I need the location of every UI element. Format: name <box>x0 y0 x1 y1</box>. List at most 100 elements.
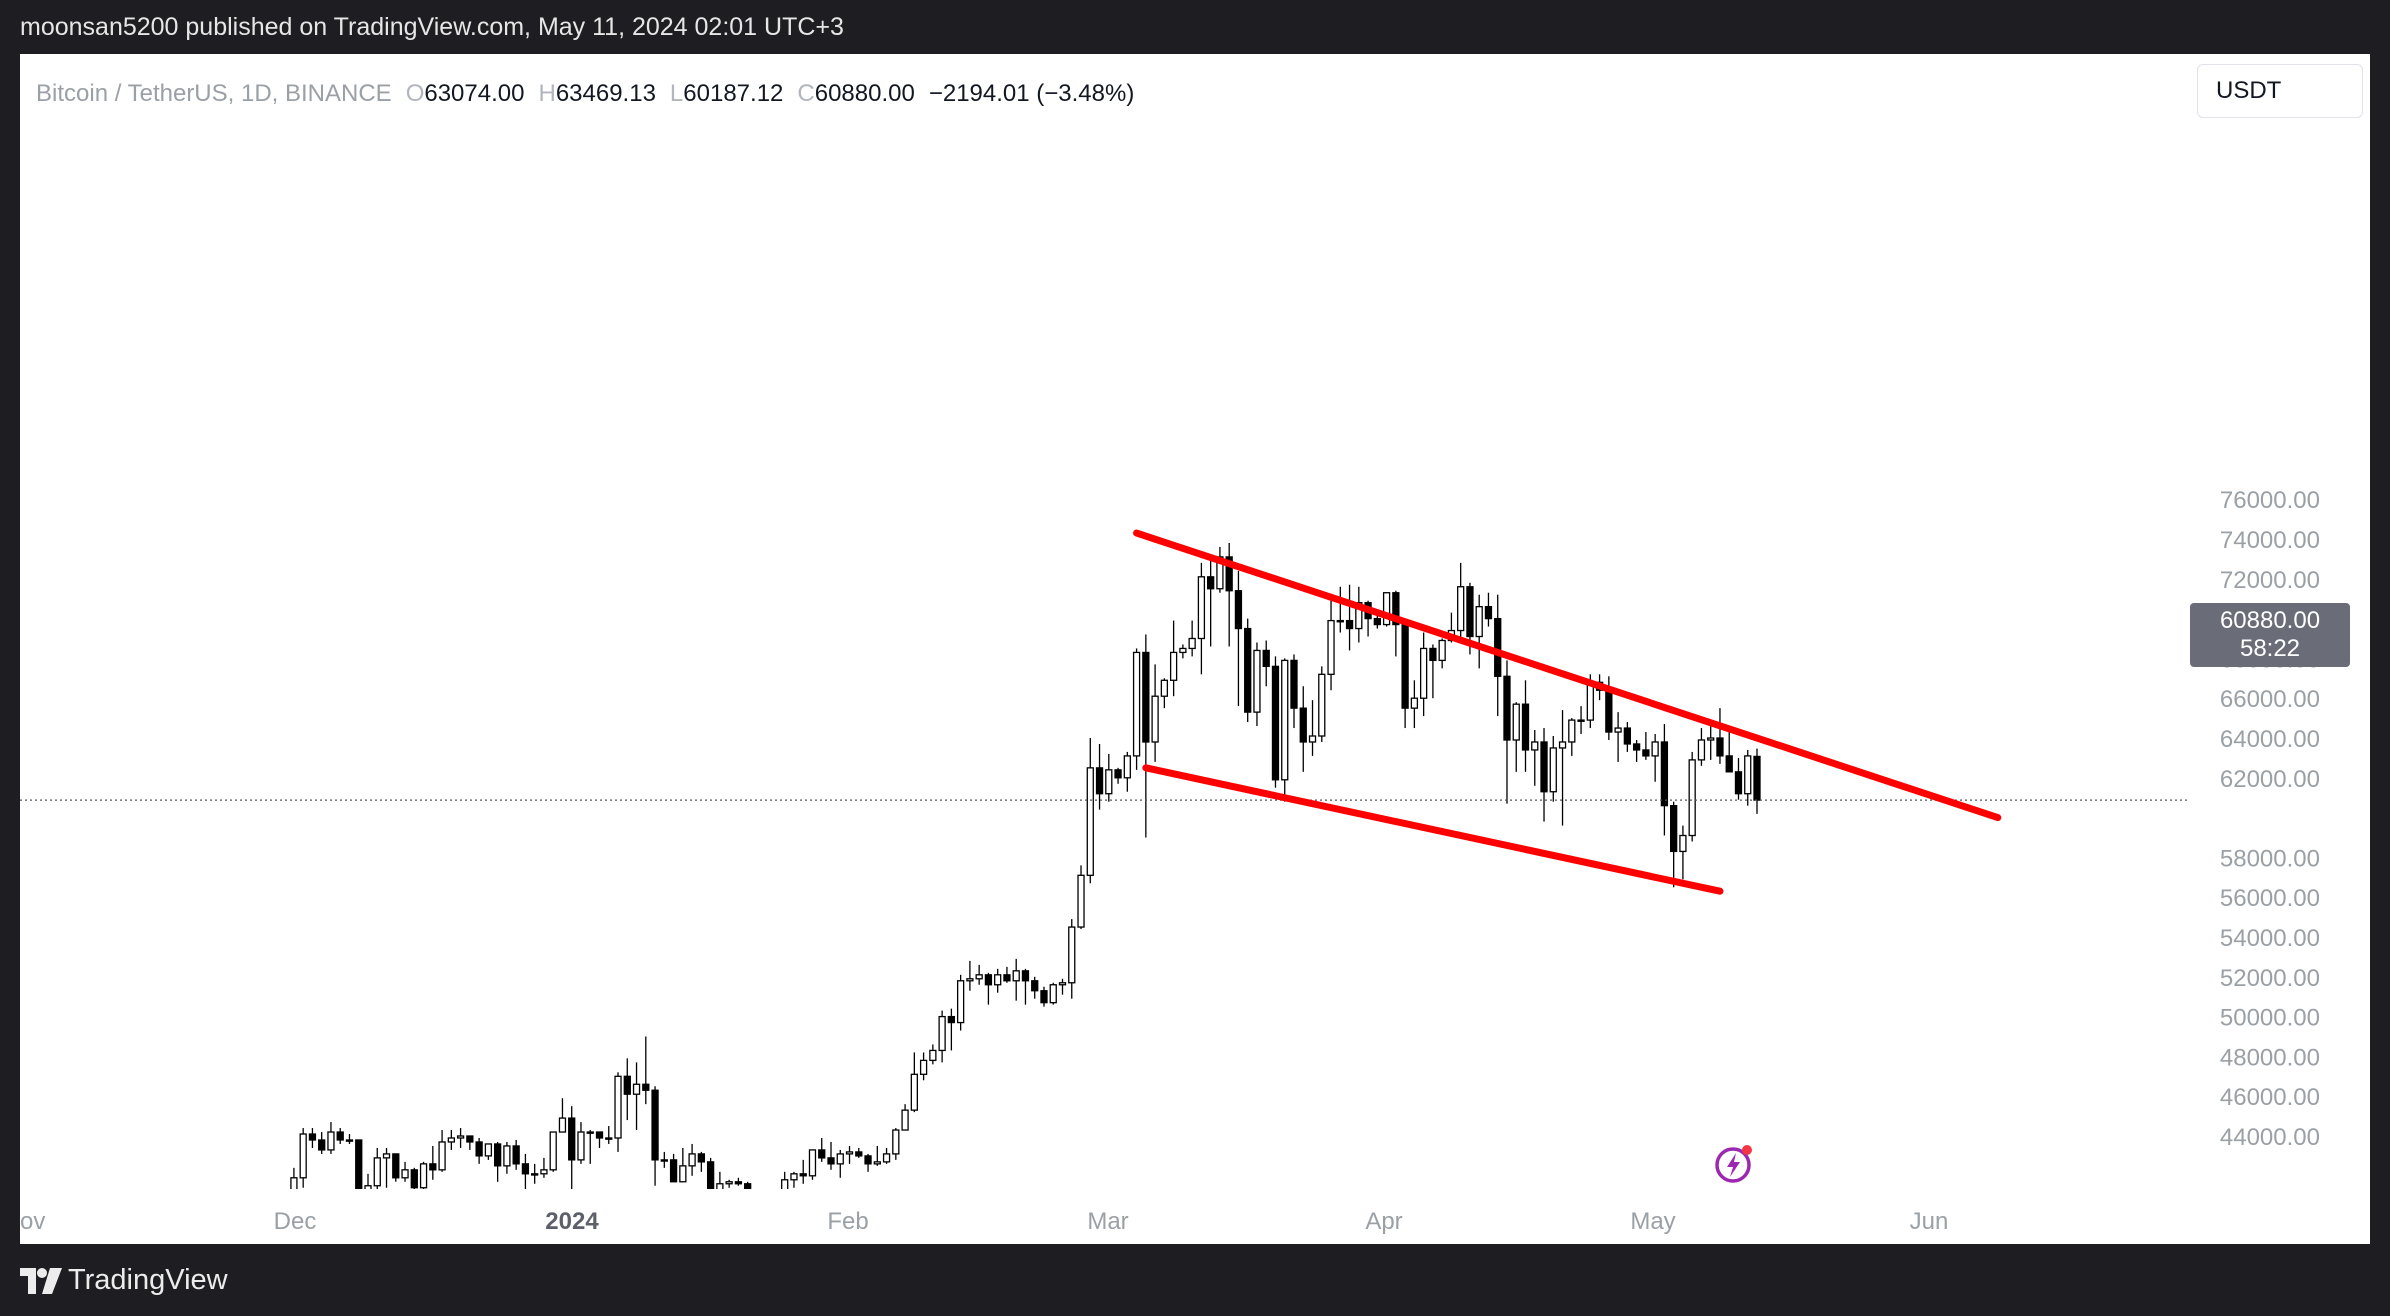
candle-2024-03-08 <box>1169 620 1178 697</box>
candle-2024-02-03 <box>855 1147 863 1158</box>
candle-2024-04-08 <box>1457 562 1465 637</box>
tradingview-brand[interactable]: TradingView <box>68 1264 228 1296</box>
candle-2024-04-15 <box>1521 680 1530 772</box>
trendline-upper <box>1133 529 2002 822</box>
last-price-value: 60880.00 <box>2219 607 2321 634</box>
candle-2024-01-11 <box>642 1036 650 1105</box>
candle-2024-02-26 <box>1068 919 1076 999</box>
ohlc-legend: Bitcoin / TetherUS, 1D, BINANCE O63074.00… <box>36 74 1134 114</box>
candle-2024-03-01 <box>1105 753 1113 802</box>
candle-2023-12-18 <box>419 1161 428 1189</box>
candle-2023-12-23 <box>466 1135 474 1150</box>
candle-2024-03-22 <box>1299 686 1307 772</box>
high-value: 63469.13 <box>555 80 656 107</box>
candle-2024-04-27 <box>1632 739 1641 762</box>
candle-2024-01-29 <box>808 1149 817 1180</box>
x-tick-label: May <box>1630 1208 1675 1235</box>
y-tick-label: 50000.00 <box>2220 1005 2320 1032</box>
low-value: 60187.12 <box>683 80 784 107</box>
publisher-bar: moonsan5200 published on TradingView.com… <box>0 0 2390 54</box>
y-tick-label: 48000.00 <box>2220 1044 2320 1071</box>
candle-2024-03-03 <box>1123 751 1131 792</box>
candle-2024-03-02 <box>1114 767 1122 784</box>
candle-2024-03-19 <box>1271 656 1280 788</box>
candle-2024-01-22 <box>744 1181 752 1189</box>
candle-2024-03-23 <box>1308 700 1317 756</box>
candle-2024-02-27 <box>1077 865 1085 930</box>
candle-2024-04-05 <box>1429 644 1437 699</box>
candle-2024-04-19 <box>1558 710 1567 826</box>
candle-2023-12-13 <box>373 1147 381 1189</box>
candle-2024-04-20 <box>1568 718 1576 756</box>
candle-2024-03-17 <box>1253 642 1261 727</box>
candle-2024-03-11 <box>1197 562 1206 675</box>
candle-2024-03-28 <box>1355 586 1363 643</box>
candle-2024-02-24 <box>1049 982 1057 1005</box>
candle-2024-02-19 <box>1003 966 1011 983</box>
candle-2024-04-18 <box>1549 736 1557 802</box>
candle-2024-04-01 <box>1392 590 1400 657</box>
candle-2023-12-24 <box>475 1137 483 1164</box>
candle-2024-02-09 <box>910 1052 918 1113</box>
candle-2024-02-23 <box>1040 986 1048 1007</box>
candle-2023-12-08 <box>327 1122 335 1154</box>
candle-2024-02-16 <box>975 964 983 985</box>
candle-2024-03-20 <box>1281 658 1289 802</box>
currency-button[interactable]: USDT <box>2197 64 2363 118</box>
candle-2023-12-27 <box>503 1141 511 1174</box>
candle-2024-03-12 <box>1207 558 1215 647</box>
candle-2024-05-10 <box>1753 748 1761 814</box>
y-tick-label: 58000.00 <box>2220 845 2320 872</box>
candle-2024-05-04 <box>1697 728 1706 766</box>
candle-2023-12-31 <box>540 1157 548 1178</box>
candle-2024-02-06 <box>882 1147 891 1164</box>
candle-2024-01-31 <box>827 1141 835 1170</box>
candle-2024-03-09 <box>1179 644 1187 659</box>
candle-2024-03-24 <box>1318 666 1326 742</box>
candle-2024-05-02 <box>1679 825 1687 880</box>
candle-2023-12-16 <box>401 1161 409 1182</box>
tradingview-logo-icon[interactable] <box>20 1268 62 1294</box>
candle-2024-02-18 <box>994 968 1002 993</box>
candle-2024-02-15 <box>966 960 974 991</box>
candle-2024-02-12 <box>938 1010 946 1063</box>
candle-2024-01-23 <box>754 1214 760 1244</box>
candle-2024-03-13 <box>1216 546 1224 593</box>
candlestick-chart[interactable]: 44000.00 46000.00 48000.00 50000.00 52000.00… <box>20 54 2370 1244</box>
candle-2024-02-05 <box>873 1145 881 1166</box>
candle-2024-01-24 <box>763 1206 769 1226</box>
candles-layer <box>263 542 1761 1245</box>
candle-2023-12-01 <box>263 1236 269 1245</box>
chart-frame[interactable]: 44000.00 46000.00 48000.00 50000.00 52000.00… <box>20 54 2370 1244</box>
candle-2024-01-20 <box>725 1179 733 1188</box>
x-tick-label: Mar <box>1087 1208 1128 1235</box>
candle-2023-12-12 <box>364 1173 372 1189</box>
candle-2024-02-29 <box>1095 743 1104 810</box>
candle-2023-12-21 <box>447 1130 455 1150</box>
candle-2024-01-06 <box>595 1131 604 1148</box>
candle-2024-03-27 <box>1345 584 1354 651</box>
y-tick-label: 74000.00 <box>2220 527 2320 554</box>
candle-2024-03-16 <box>1244 618 1252 723</box>
x-tick-label: Apr <box>1365 1208 1402 1235</box>
y-tick-label: 76000.00 <box>2220 487 2320 514</box>
close-key: C <box>797 80 815 107</box>
candle-2024-04-29 <box>1651 734 1659 782</box>
candle-2024-04-06 <box>1438 638 1446 669</box>
candle-2023-12-14 <box>382 1147 391 1188</box>
candle-2024-04-25 <box>1614 712 1622 762</box>
candle-2023-12-10 <box>345 1134 354 1144</box>
candle-2024-03-06 <box>1151 664 1159 762</box>
candle-2024-05-01 <box>1670 801 1678 888</box>
candle-2024-04-21 <box>1577 706 1585 735</box>
trendlines-layer <box>1133 529 2002 895</box>
candle-2024-01-26 <box>781 1171 789 1189</box>
candle-2024-02-20 <box>1012 958 1020 1001</box>
lightning-icon[interactable] <box>1714 1142 1756 1184</box>
y-tick-label: 62000.00 <box>2220 766 2320 793</box>
candle-2024-01-12 <box>651 1086 659 1186</box>
candle-2023-12-11 <box>355 1139 363 1189</box>
candle-2023-12-19 <box>429 1145 437 1180</box>
candle-2024-05-09 <box>1744 749 1752 806</box>
candle-2024-05-08 <box>1734 757 1743 800</box>
